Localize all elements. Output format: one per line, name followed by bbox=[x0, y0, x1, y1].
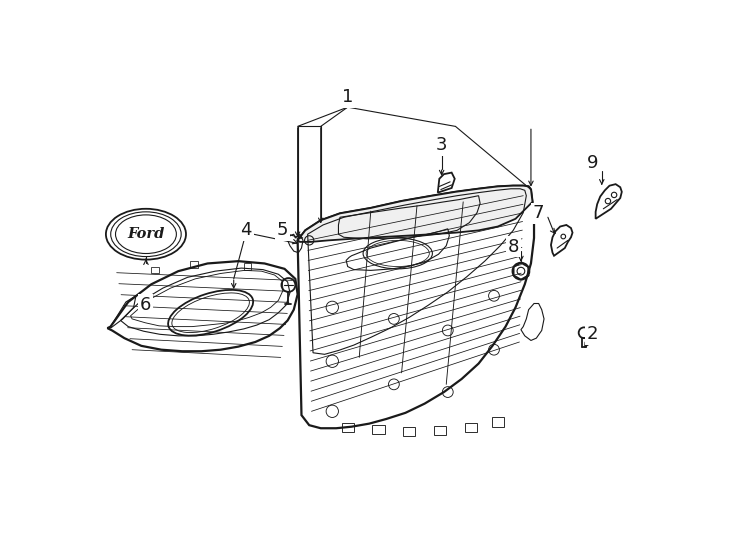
Polygon shape bbox=[297, 186, 532, 242]
Text: 1: 1 bbox=[342, 88, 353, 106]
Text: 6: 6 bbox=[139, 296, 151, 314]
Text: 5: 5 bbox=[277, 221, 288, 239]
Text: 4: 4 bbox=[240, 221, 252, 239]
Text: Ford: Ford bbox=[127, 227, 164, 241]
Text: 2: 2 bbox=[586, 325, 598, 343]
Text: 8: 8 bbox=[507, 238, 519, 255]
Text: 7: 7 bbox=[533, 205, 545, 222]
Text: 9: 9 bbox=[586, 154, 598, 172]
Text: 3: 3 bbox=[436, 136, 448, 154]
